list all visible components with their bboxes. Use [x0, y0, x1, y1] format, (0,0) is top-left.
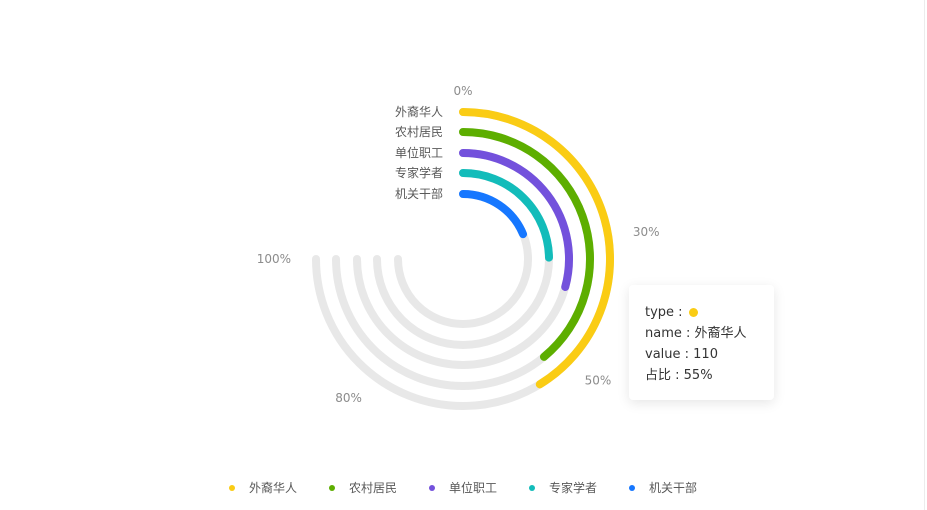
tick-labels: 0% 30% 50% 80% 100%: [257, 84, 660, 405]
legend-label: 机关干部: [649, 481, 698, 495]
bar-3[interactable]: [459, 149, 573, 291]
category-label-1: 外裔华人: [395, 104, 443, 119]
legend-label: 农村居民: [349, 481, 398, 495]
bar-2[interactable]: [459, 128, 594, 361]
legend-item-1[interactable]: 外裔华人: [229, 478, 297, 498]
tooltip-type-label: type :: [645, 305, 687, 320]
tooltip-value-label: value :: [645, 347, 694, 362]
bar-1[interactable]: [459, 108, 615, 389]
tick-label-3: 50%: [585, 374, 612, 388]
tooltip-ratio-label: 占比 :: [645, 368, 684, 383]
legend-dot: [529, 484, 535, 491]
tooltip-type-dot: [688, 308, 698, 317]
legend-item-4[interactable]: 专家学者: [529, 478, 597, 498]
tick-label-5: 100%: [257, 252, 291, 266]
tooltip-ratio-row: 占比 : 55%: [645, 365, 758, 386]
tooltip: type : name : 外裔华人 value : 110 占比 : 55%: [629, 285, 774, 400]
tooltip-name-label: name :: [645, 326, 695, 341]
category-label-5: 机关干部: [395, 186, 443, 201]
tick-label-4: 80%: [335, 391, 362, 405]
tick-label-1: 0%: [453, 84, 472, 98]
tooltip-type-row: type :: [645, 302, 758, 323]
tooltip-ratio-value: 55%: [683, 368, 713, 383]
legend: 外裔华人 农村居民 单位职工 专家学者 机关干部: [0, 478, 927, 498]
legend-dot: [329, 484, 335, 491]
tooltip-value-value: 110: [693, 347, 718, 362]
bar-4[interactable]: [459, 169, 553, 262]
category-label-4: 专家学者: [395, 165, 443, 180]
legend-item-3[interactable]: 单位职工: [429, 478, 497, 498]
bar-5[interactable]: [459, 190, 528, 239]
tick-label-2: 30%: [633, 225, 660, 239]
tooltip-name-value: 外裔华人: [694, 326, 747, 341]
tooltip-name-row: name : 外裔华人: [645, 323, 758, 344]
legend-dot: [429, 484, 435, 491]
legend-label: 单位职工: [449, 481, 498, 495]
category-label-2: 农村居民: [395, 125, 443, 139]
legend-dot: [229, 484, 235, 491]
legend-item-2[interactable]: 农村居民: [329, 478, 397, 498]
data-bars: [459, 108, 615, 389]
legend-item-5[interactable]: 机关干部: [629, 478, 697, 498]
legend-label: 专家学者: [549, 481, 598, 495]
legend-label: 外裔华人: [249, 481, 298, 495]
legend-dot: [629, 484, 635, 491]
category-label-3: 单位职工: [395, 145, 443, 160]
tooltip-value-row: value : 110: [645, 344, 758, 365]
